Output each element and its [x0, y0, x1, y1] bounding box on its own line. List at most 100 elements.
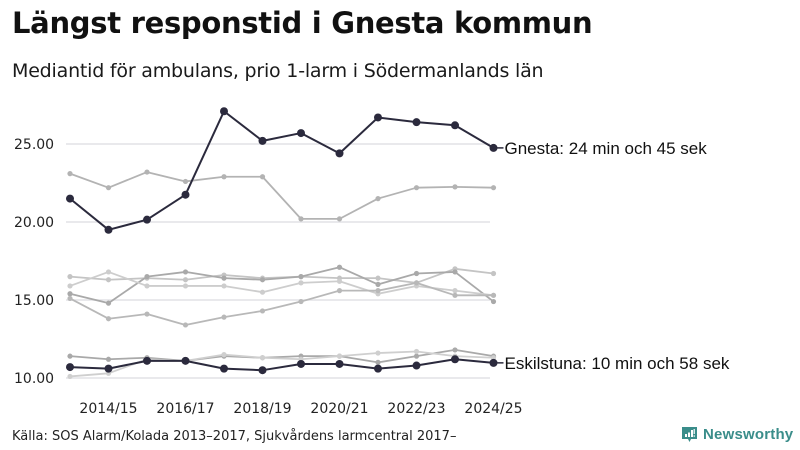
data-point [452, 292, 458, 298]
data-point [452, 288, 458, 294]
data-point [105, 300, 112, 306]
highlighted-series [66, 107, 498, 375]
end-labels: Gnesta: 24 min och 45 sek Eskilstuna: 10 … [493, 139, 730, 373]
x-tick-label: 2020/21 [310, 401, 368, 417]
data-point [221, 352, 227, 358]
data-point [336, 288, 343, 294]
data-point [67, 373, 73, 380]
data-point [490, 355, 497, 361]
data-point [105, 356, 112, 362]
data-point [144, 311, 150, 317]
data-point [336, 278, 343, 284]
data-point [375, 281, 381, 287]
data-point [259, 277, 266, 283]
data-point [490, 270, 497, 277]
data-point [181, 356, 190, 365]
brand-name: Newsworthy [703, 426, 794, 443]
bar-chart-icon [682, 427, 697, 442]
data-point [67, 274, 73, 280]
data-point [413, 280, 420, 286]
data-point [297, 129, 305, 138]
data-point [259, 289, 266, 295]
data-point [182, 283, 189, 289]
data-point [67, 295, 73, 302]
data-point [451, 121, 459, 130]
data-point [413, 348, 420, 355]
y-tick-label: 10.00 [14, 371, 54, 387]
data-point [452, 269, 458, 275]
data-point [67, 291, 73, 297]
data-point [413, 185, 420, 191]
data-point [375, 350, 381, 356]
data-point [375, 196, 381, 202]
data-point [66, 363, 74, 372]
x-axis-labels: 2014/15 2016/17 2018/19 2020/21 2022/23 2024/… [79, 401, 522, 417]
data-point [105, 277, 112, 283]
data-point [335, 359, 344, 368]
data-point [375, 275, 381, 281]
series-eskilstuna [66, 355, 498, 375]
newsworthy-logo: Newsworthy [681, 426, 793, 443]
x-tick-label: 2016/17 [156, 401, 214, 417]
data-point [104, 364, 113, 373]
data-point [143, 215, 151, 224]
chart-subtitle: Mediantid för ambulans, prio 1-larm i Sö… [12, 60, 544, 82]
x-tick-label: 2022/23 [387, 401, 445, 417]
data-point [374, 364, 382, 373]
data-point [297, 359, 305, 368]
line-chart: 10.00 15.00 20.00 25.00 2014/15 2016/17 2018/… [14, 107, 730, 417]
y-tick-label: 15.00 [14, 293, 54, 309]
data-point [452, 347, 458, 353]
series-kommun-b [67, 266, 497, 286]
end-label-eskilstuna: Eskilstuna: 10 min och 58 sek [505, 354, 730, 373]
data-point [143, 356, 151, 365]
data-point [298, 280, 304, 286]
data-point [335, 149, 344, 158]
data-point [144, 274, 150, 280]
data-point [105, 269, 112, 275]
data-point [452, 184, 458, 190]
data-point [221, 283, 227, 289]
data-point [375, 359, 381, 365]
background-series [67, 169, 497, 380]
source-note: Källa: SOS Alarm/Kolada 2013–2017, Sjukv… [12, 429, 457, 444]
data-point [258, 366, 267, 375]
data-point [220, 364, 228, 373]
data-point [221, 174, 227, 180]
series-kommun-a [67, 169, 497, 222]
data-point [105, 316, 112, 322]
data-point [221, 275, 227, 281]
data-point [181, 190, 190, 199]
data-point [451, 355, 459, 364]
data-point [298, 216, 304, 222]
data-point [182, 277, 189, 283]
data-point [374, 113, 382, 122]
series-gnesta [66, 107, 498, 234]
data-point [412, 118, 421, 127]
data-point [105, 185, 112, 191]
data-point [375, 288, 381, 294]
end-label-gnesta: Gnesta: 24 min och 45 sek [505, 139, 708, 158]
chart-title: Längst responstid i Gnesta kommun [12, 6, 593, 40]
data-point [259, 308, 266, 314]
data-point [490, 298, 497, 305]
data-point [298, 298, 304, 305]
series-kommun-e [67, 280, 497, 328]
y-tick-label: 25.00 [14, 137, 54, 153]
data-point [67, 283, 73, 289]
data-point [412, 361, 421, 370]
data-point [144, 283, 150, 289]
data-point [336, 264, 343, 270]
data-point [220, 107, 228, 116]
data-point [258, 136, 267, 145]
x-tick-label: 2018/19 [233, 401, 291, 417]
data-point [182, 269, 189, 275]
data-point [259, 355, 266, 361]
y-axis-labels: 10.00 15.00 20.00 25.00 [14, 137, 54, 387]
data-point [298, 274, 304, 280]
data-point [259, 174, 266, 180]
y-tick-label: 20.00 [14, 215, 54, 231]
data-point [144, 169, 150, 175]
data-point [413, 353, 420, 359]
data-point [67, 171, 73, 177]
